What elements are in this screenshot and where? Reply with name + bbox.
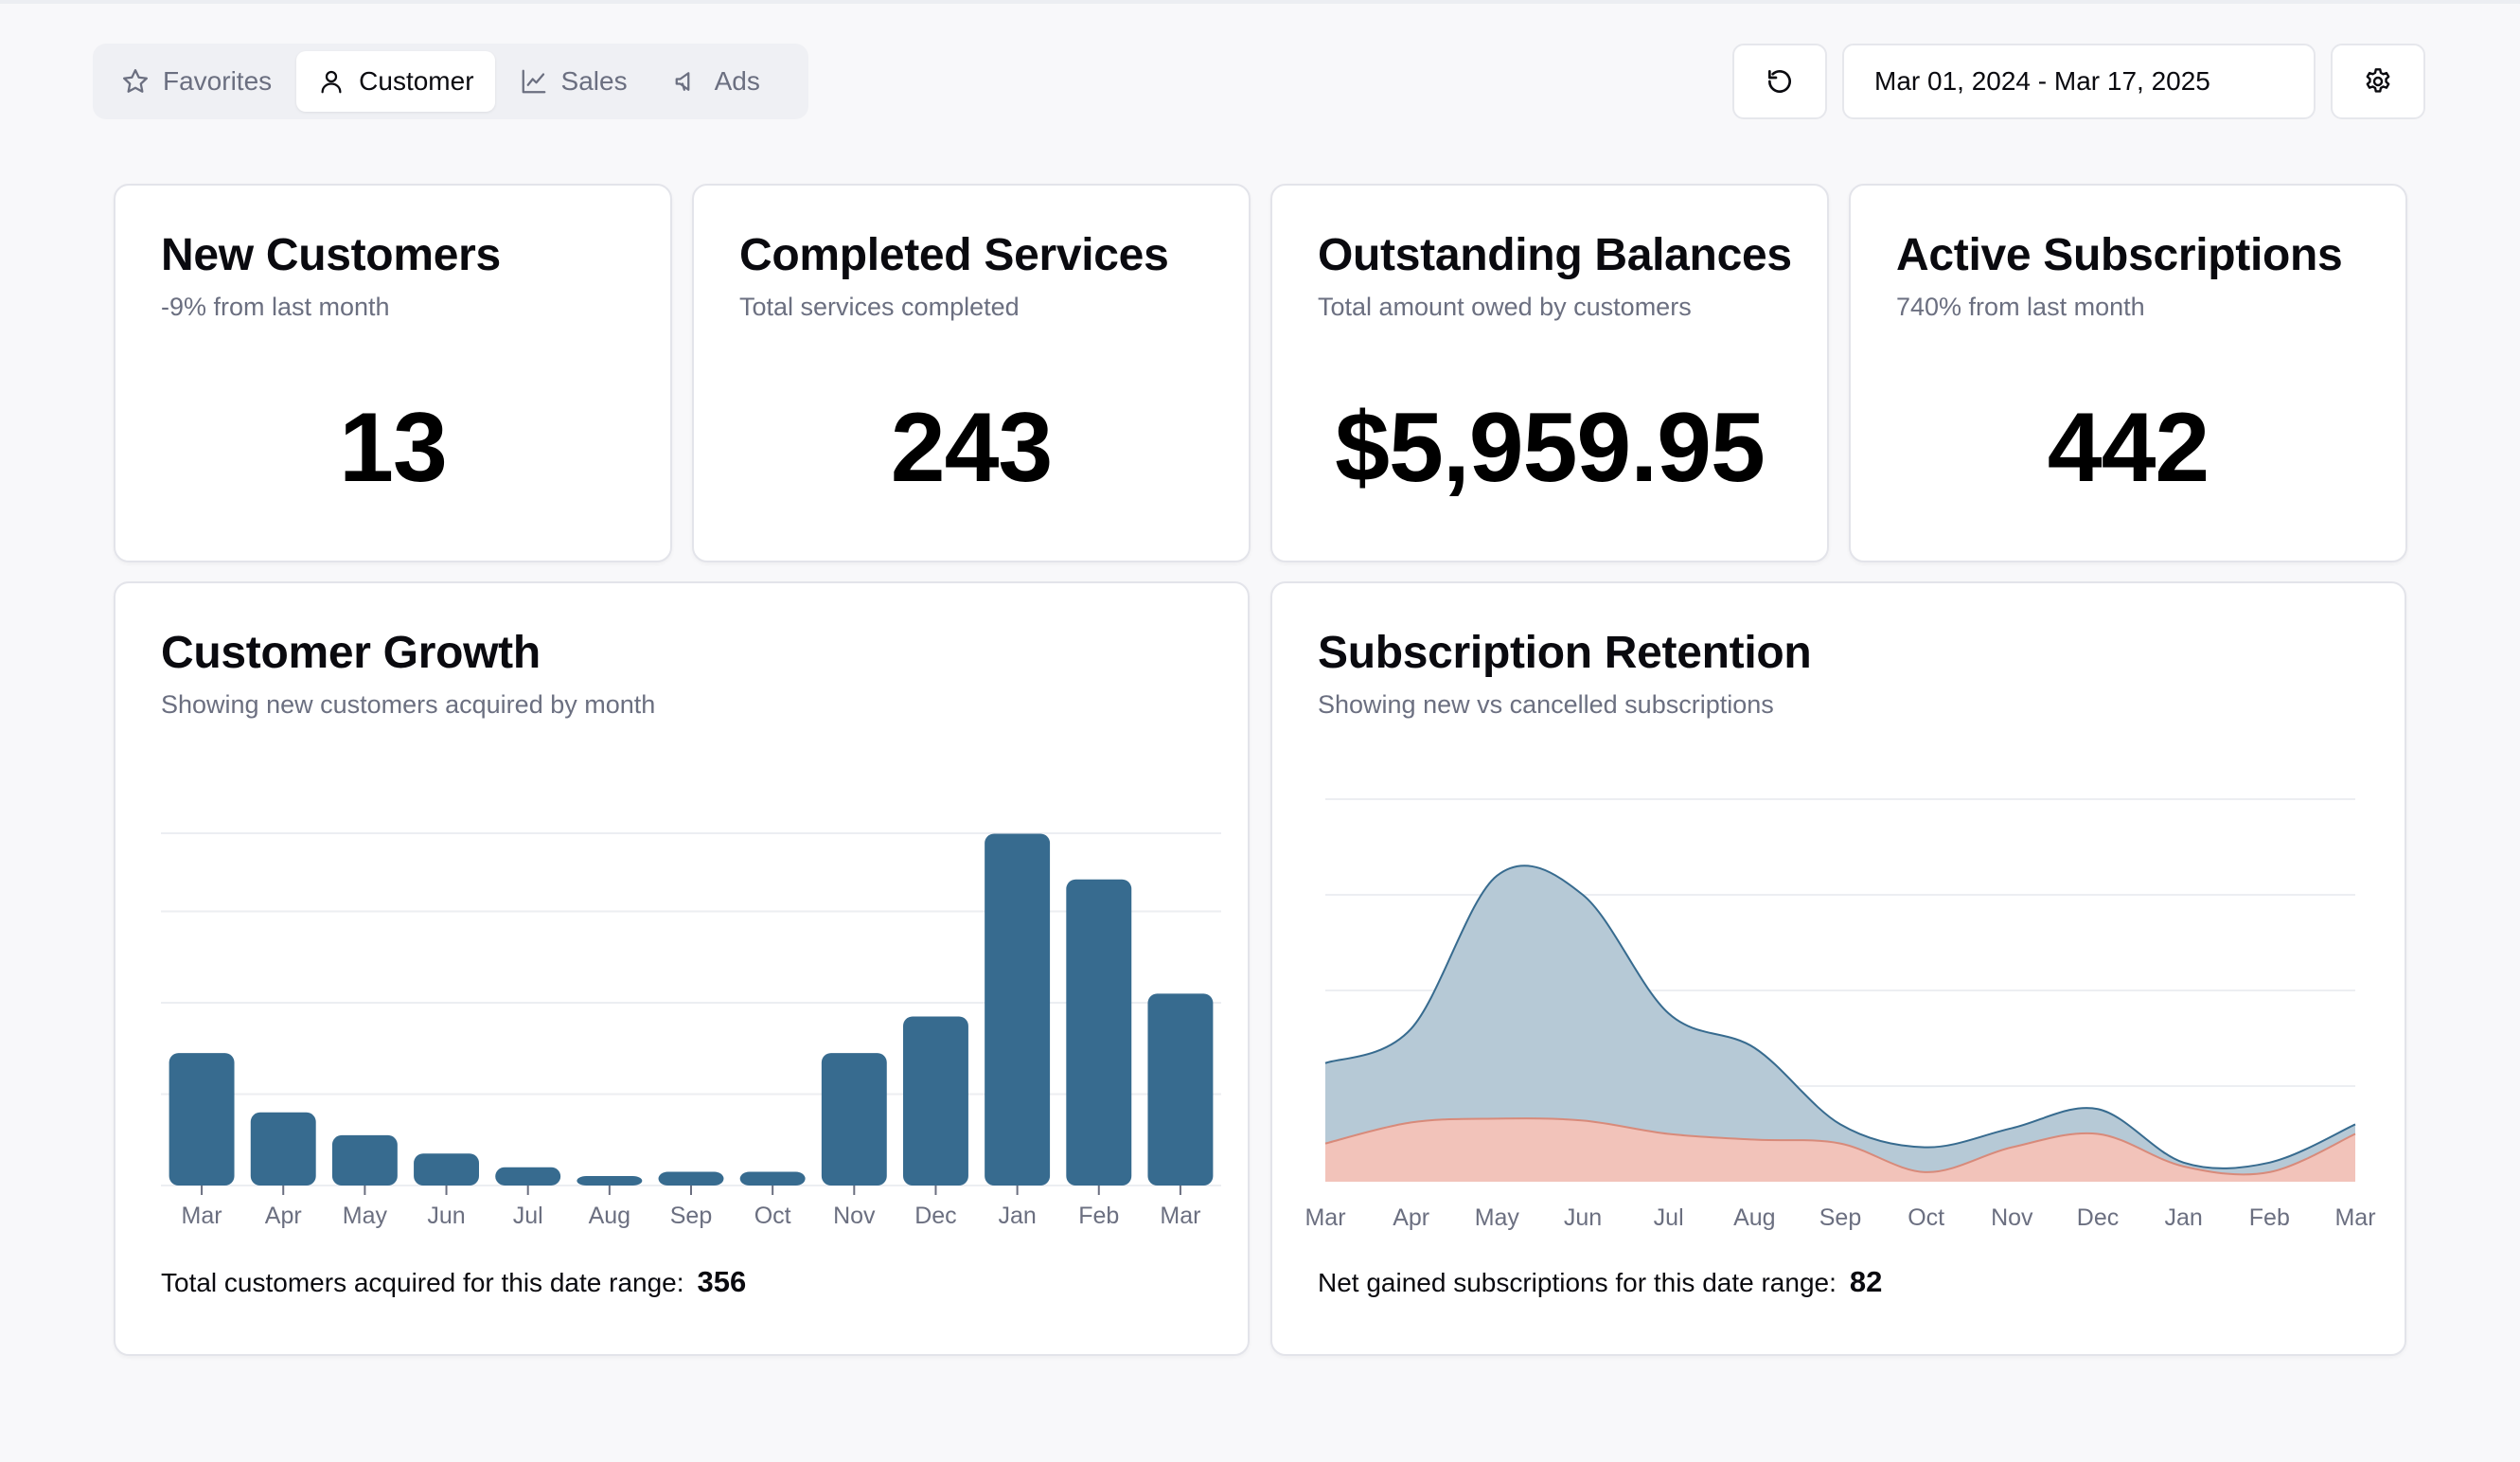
subscription-retention-chart: Mar Apr May Jun Jul Aug Sep Oct Nov Dec Jan Feb Mar — [1304, 798, 2376, 1231]
kpi-value: 243 — [890, 393, 1054, 503]
chart-subtitle: Showing new vs cancelled subscriptions — [1318, 690, 1774, 719]
x-tick-label: Aug — [1733, 1204, 1775, 1231]
date-range-text: Mar 01, 2024 - Mar 17, 2025 — [1874, 66, 2210, 96]
kpi-value: $5,959.95 — [1335, 393, 1766, 503]
x-tick-label: Dec — [914, 1203, 956, 1229]
x-tick-label: May — [1475, 1204, 1520, 1231]
retention-footer: Net gained subscriptions for this date r… — [1318, 1265, 1882, 1299]
kpi-subtitle: 740% from last month — [1896, 293, 2145, 321]
tab-favorites[interactable]: Favorites — [100, 51, 293, 112]
x-tick-label: Mar — [2334, 1204, 2375, 1231]
tab-sales[interactable]: Sales — [499, 51, 648, 112]
kpi-title: New Customers — [161, 230, 501, 280]
star-icon — [123, 69, 148, 93]
kpi-subtitle: Total services completed — [739, 293, 1020, 321]
x-tick-label: Mar — [182, 1203, 222, 1229]
bar[interactable] — [739, 1171, 806, 1186]
settings-button[interactable] — [2331, 44, 2425, 119]
customer-growth-card: Customer Growth Showing new customers ac… — [114, 581, 1250, 1356]
x-tick-label: Apr — [265, 1203, 302, 1229]
kpi-title: Active Subscriptions — [1896, 230, 2343, 280]
bar[interactable] — [821, 1053, 887, 1186]
kpi-card-active-subscriptions: Active Subscriptions 740% from last mont… — [1849, 184, 2407, 562]
area-new-subscriptions-line — [1324, 865, 2356, 1169]
bar[interactable] — [1147, 993, 1214, 1186]
chart-subtitle: Showing new customers acquired by month — [161, 690, 656, 719]
megaphone-icon — [675, 72, 689, 91]
kpi-card-new-customers: New Customers -9% from last month 13 — [114, 184, 672, 562]
x-tick-label: Apr — [1393, 1204, 1429, 1231]
user-icon — [321, 70, 342, 94]
subscription-retention-card: Subscription Retention Showing new vs ca… — [1270, 581, 2406, 1356]
x-tick-label: Feb — [1078, 1203, 1119, 1229]
tab-customer[interactable]: Customer — [296, 51, 495, 112]
kpi-title: Completed Services — [739, 230, 1169, 280]
x-tick-label: Nov — [833, 1203, 876, 1229]
x-tick-label: Sep — [1819, 1204, 1861, 1231]
chart-title: Subscription Retention — [1318, 628, 1812, 678]
area-new-subscriptions[interactable] — [1325, 865, 2355, 1182]
x-tick-label: Mar — [1304, 1204, 1345, 1231]
x-tick-label: Jun — [427, 1203, 465, 1229]
tab-ads[interactable]: Ads — [652, 51, 781, 112]
chart-title: Customer Growth — [161, 628, 541, 678]
tab-label: Ads — [714, 66, 760, 96]
customer-growth-chart: Mar Apr May Jun Jul Aug Sep Oct Nov Dec Jan Feb Mar — [161, 832, 1221, 1229]
growth-footer-value: 356 — [697, 1265, 747, 1298]
tab-label: Favorites — [163, 66, 273, 96]
x-tick-label: Jan — [998, 1203, 1036, 1229]
kpi-value: 13 — [339, 393, 448, 503]
refresh-icon — [1768, 70, 1791, 93]
x-tick-label: Jun — [1564, 1204, 1602, 1231]
kpi-card-completed-services: Completed Services Total services comple… — [692, 184, 1251, 562]
kpi-card-outstanding-balances: Outstanding Balances Total amount owed b… — [1270, 184, 1829, 562]
x-tick-label: Aug — [589, 1203, 630, 1229]
bar[interactable] — [577, 1176, 643, 1186]
kpi-subtitle: Total amount owed by customers — [1318, 293, 1692, 321]
growth-footer: Total customers acquired for this date r… — [161, 1265, 746, 1299]
x-tick-label: Oct — [754, 1203, 791, 1229]
x-tick-label: Feb — [2249, 1204, 2290, 1231]
x-tick-label: Sep — [670, 1203, 712, 1229]
line-chart-icon — [522, 69, 545, 94]
x-tick-label: Mar — [1160, 1203, 1200, 1229]
bar[interactable] — [903, 1016, 968, 1186]
growth-footer-label: Total customers acquired for this date r… — [161, 1268, 684, 1297]
x-tick-label: Jan — [2165, 1204, 2203, 1231]
top-border — [0, 0, 2520, 4]
bar[interactable] — [495, 1167, 561, 1186]
bar[interactable] — [250, 1112, 316, 1186]
x-tick-label: Jul — [1654, 1204, 1684, 1231]
retention-footer-label: Net gained subscriptions for this date r… — [1318, 1268, 1837, 1297]
area-cancelled-subscriptions-line — [1324, 1117, 2356, 1176]
x-tick-label: Oct — [1908, 1204, 1944, 1231]
bar[interactable] — [985, 833, 1051, 1186]
tab-label: Sales — [560, 66, 628, 96]
tab-label: Customer — [359, 66, 474, 96]
date-range-picker[interactable]: Mar 01, 2024 - Mar 17, 2025 — [1842, 44, 2316, 119]
dashboard-tabs: Favorites Customer Sales Ads — [93, 44, 808, 119]
kpi-value: 442 — [2047, 393, 2210, 503]
bar[interactable] — [169, 1053, 235, 1186]
refresh-button[interactable] — [1732, 44, 1827, 119]
kpi-title: Outstanding Balances — [1318, 230, 1792, 280]
x-tick-label: Dec — [2077, 1204, 2119, 1231]
retention-footer-value: 82 — [1849, 1265, 1883, 1298]
kpi-subtitle: -9% from last month — [161, 293, 390, 321]
x-tick-label: Nov — [1991, 1204, 2033, 1231]
bar[interactable] — [414, 1153, 479, 1186]
bar[interactable] — [1066, 879, 1132, 1186]
x-tick-label: Jul — [513, 1203, 543, 1229]
x-tick-label: May — [343, 1203, 388, 1229]
bar[interactable] — [331, 1134, 398, 1186]
bar[interactable] — [658, 1171, 724, 1186]
gear-icon — [2366, 68, 2390, 93]
